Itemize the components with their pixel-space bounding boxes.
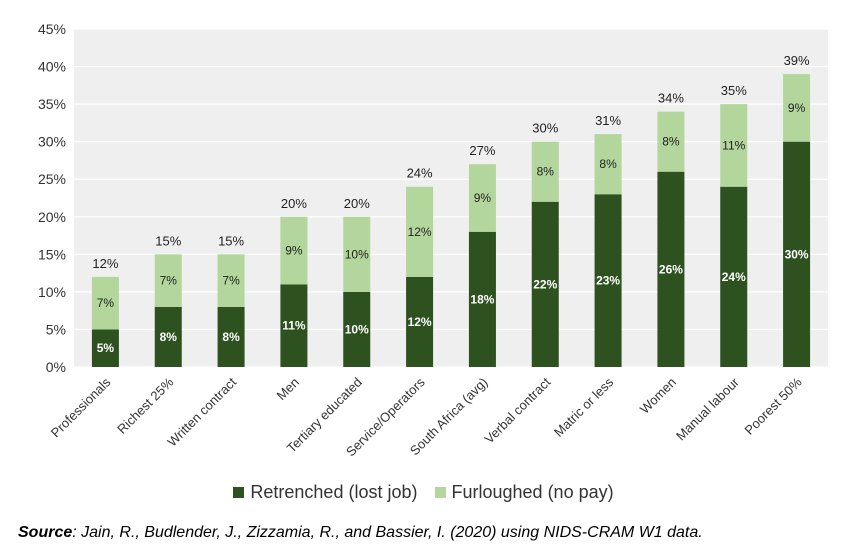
- stacked-bar-chart: 0% 5% 10% 15% 20% 25% 30% 35% 40% 45% 5% 7% 12% 8% 7%…: [38, 21, 828, 459]
- data-label-furloughed: 11%: [722, 138, 745, 152]
- bar-retrenched: [657, 171, 685, 367]
- legend-swatch-retrenched: [233, 487, 245, 498]
- bar-furloughed: [594, 134, 622, 195]
- bar-retrenched: [154, 306, 182, 367]
- legend-swatch-furloughed: [434, 487, 446, 498]
- bar-retrenched: [531, 201, 559, 367]
- data-label-furloughed: 9%: [474, 191, 492, 205]
- y-tick-label: 35%: [38, 96, 66, 112]
- data-label-furloughed: 9%: [788, 101, 806, 115]
- data-label-retrenched: 30%: [785, 247, 809, 261]
- y-tick-label: 25%: [38, 171, 66, 187]
- bar-retrenched: [217, 306, 245, 367]
- data-label-furloughed: 9%: [285, 244, 303, 258]
- data-label-retrenched: 12%: [408, 315, 432, 329]
- data-label-total: 35%: [721, 83, 747, 98]
- data-label-total: 31%: [595, 113, 621, 128]
- bar-furloughed: [217, 254, 245, 307]
- bar-furloughed: [468, 164, 496, 232]
- legend-item-furloughed: Furloughed (no pay): [434, 482, 614, 503]
- chart-area: 0% 5% 10% 15% 20% 25% 30% 35% 40% 45% 5% 7% 12% 8% 7%…: [38, 21, 828, 459]
- bar-retrenched: [343, 291, 371, 367]
- data-label-furloughed: 7%: [97, 296, 115, 310]
- data-label-retrenched: 10%: [345, 322, 369, 336]
- data-label-furloughed: 8%: [537, 165, 555, 179]
- data-label-retrenched: 11%: [282, 319, 306, 333]
- y-tick-label: 10%: [38, 284, 66, 300]
- data-label-total: 30%: [532, 121, 558, 136]
- bar-furloughed: [154, 254, 182, 307]
- data-label-total: 39%: [784, 53, 810, 68]
- data-label-retrenched: 8%: [160, 330, 178, 344]
- x-tick-label: Men: [274, 375, 302, 403]
- data-label-furloughed: 7%: [222, 274, 240, 288]
- plot-background: [74, 29, 828, 367]
- x-tick-label: Professionals: [48, 374, 114, 440]
- y-tick-label: 30%: [38, 134, 66, 150]
- y-tick-label: 15%: [38, 246, 66, 262]
- x-tick-label: Richest 25%: [114, 374, 177, 437]
- y-tick-label: 5%: [46, 321, 66, 337]
- y-tick-label: 45%: [38, 21, 66, 37]
- data-label-total: 15%: [218, 233, 244, 248]
- bar-retrenched: [406, 276, 434, 367]
- data-label-retrenched: 18%: [470, 292, 494, 306]
- legend: Retrenched (lost job) Furloughed (no pay…: [0, 482, 847, 503]
- x-tick-label: Women: [637, 375, 679, 417]
- y-tick-label: 40%: [38, 59, 66, 75]
- legend-label-retrenched: Retrenched (lost job): [250, 482, 418, 502]
- x-tick-label: Poorest 50%: [741, 374, 805, 438]
- data-label-total: 20%: [281, 196, 307, 211]
- legend-label-furloughed: Furloughed (no pay): [451, 482, 614, 502]
- data-label-retrenched: 5%: [97, 341, 115, 355]
- data-label-total: 27%: [469, 143, 495, 158]
- data-label-retrenched: 23%: [596, 274, 620, 288]
- bar-retrenched: [594, 194, 622, 367]
- x-axis: Professionals Richest 25%Written contract…: [48, 374, 805, 459]
- bar-retrenched: [280, 284, 308, 367]
- bar-retrenched: [91, 329, 119, 367]
- data-label-retrenched: 24%: [722, 270, 746, 284]
- x-tick-label: Manual labour: [673, 374, 742, 443]
- data-label-retrenched: 22%: [533, 277, 557, 291]
- bar-furloughed: [657, 111, 685, 172]
- y-tick-label: 0%: [46, 359, 66, 375]
- bar-furloughed: [720, 104, 748, 187]
- data-label-furloughed: 8%: [599, 157, 617, 171]
- data-label-furloughed: 10%: [345, 247, 369, 261]
- bar-furloughed: [783, 74, 811, 142]
- legend-item-retrenched: Retrenched (lost job): [233, 482, 417, 503]
- y-tick-label: 20%: [38, 209, 66, 225]
- bar-retrenched: [783, 141, 811, 367]
- data-label-total: 34%: [658, 91, 684, 106]
- bar-furloughed: [280, 216, 308, 285]
- source-note: Source: Jain, R., Budlender, J., Zizzami…: [18, 524, 703, 542]
- data-label-furloughed: 7%: [160, 274, 178, 288]
- bar-furloughed: [531, 141, 559, 202]
- data-label-total: 15%: [155, 233, 181, 248]
- bar-furloughed: [406, 186, 434, 277]
- data-label-furloughed: 12%: [408, 225, 432, 239]
- bar-retrenched: [468, 231, 496, 367]
- data-label-furloughed: 8%: [662, 135, 680, 149]
- source-label: Source: [18, 524, 73, 541]
- bar-furloughed: [343, 216, 371, 292]
- y-axis: 0% 5% 10% 15% 20% 25% 30% 35% 40% 45%: [38, 21, 828, 375]
- x-tick-label: Matric or less: [551, 374, 617, 440]
- bar-retrenched: [720, 186, 748, 367]
- data-label-total: 24%: [407, 166, 433, 181]
- bar-furloughed: [91, 276, 119, 330]
- source-text: : Jain, R., Budlender, J., Zizzamia, R.,…: [72, 524, 703, 541]
- data-label-retrenched: 26%: [659, 262, 683, 276]
- data-label-retrenched: 8%: [222, 330, 240, 344]
- data-label-total: 20%: [344, 196, 370, 211]
- x-tick-label: Verbal contract: [481, 374, 553, 446]
- data-label-total: 12%: [92, 256, 118, 271]
- bars: 5% 7% 12% 8% 7% 15% 8% 7% 15% 11% 9% 20% 10% 10% 20% 12…: [91, 53, 811, 367]
